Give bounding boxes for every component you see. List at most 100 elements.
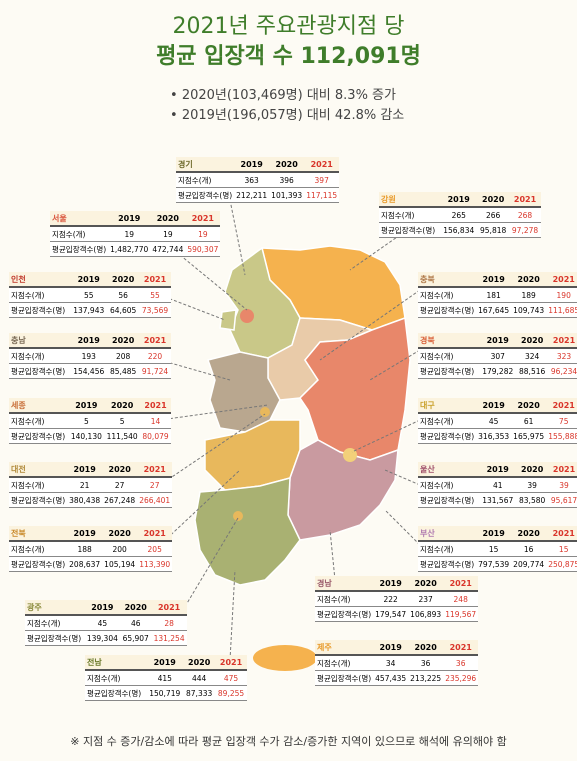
year: 2020 xyxy=(511,398,547,414)
year: 2020 xyxy=(477,192,510,208)
cell: 363 xyxy=(234,172,270,188)
year: 2019 xyxy=(479,462,517,478)
cell: 209,774 xyxy=(511,556,547,572)
header-row: 세종 2019 2020 2021 xyxy=(9,398,171,414)
cell: 55 xyxy=(70,287,108,303)
header-row: 충남 2019 2020 2021 xyxy=(9,333,171,349)
year: 2021 xyxy=(548,333,577,349)
cell: 19 xyxy=(150,226,186,242)
row-label: 평균입장객수(명) xyxy=(418,302,477,318)
year: 2021 xyxy=(546,526,577,542)
cell: 475 xyxy=(215,670,247,686)
cell: 106,893 xyxy=(408,606,444,622)
header-row: 강원 2019 2020 2021 xyxy=(379,192,541,208)
cell: 105,194 xyxy=(102,556,138,572)
data-row: 평균입장객수(명) 150,719 87,333 89,255 xyxy=(85,685,247,701)
cell: 34 xyxy=(373,655,409,671)
row-label: 지점수(개) xyxy=(176,172,235,188)
row-label: 지점수(개) xyxy=(9,541,68,557)
cell: 15 xyxy=(546,541,577,557)
cell: 14 xyxy=(140,413,171,429)
cell: 323 xyxy=(548,348,577,364)
header-row: 서울 2019 2020 2021 xyxy=(50,211,221,227)
cell: 19 xyxy=(108,226,151,242)
cell: 39 xyxy=(516,477,549,493)
region-table: 세종 2019 2020 2021 지점수(개) 5 5 14 평균입장객수(명) 140,130… xyxy=(9,398,171,444)
data-row: 지점수(개) 363 396 397 xyxy=(176,172,340,188)
bullet-text: 2020년(103,469명) 대비 8.3% 증가 xyxy=(181,88,396,103)
cell: 396 xyxy=(269,172,305,188)
cell: 444 xyxy=(183,670,216,686)
header-row: 경북 2019 2020 2021 xyxy=(418,333,577,349)
row-label: 지점수(개) xyxy=(379,207,441,223)
row-label: 지점수(개) xyxy=(418,287,477,303)
cell: 222 xyxy=(373,591,409,607)
cell: 266,401 xyxy=(137,492,173,508)
row-label: 평균입장객수(명) xyxy=(9,428,69,444)
cell: 189 xyxy=(511,287,547,303)
cell: 111,540 xyxy=(104,428,141,444)
year: 2019 xyxy=(108,211,151,227)
cell: 324 xyxy=(516,348,549,364)
region-table: 부산 2019 2020 2021 지점수(개) 15 16 15 평균입장객수(명) 797,5… xyxy=(418,526,577,572)
row-label: 평균입장객수(명) xyxy=(9,492,68,508)
cell: 267,248 xyxy=(102,492,138,508)
cell: 188 xyxy=(67,541,103,557)
cell: 27 xyxy=(102,477,138,493)
cell: 5 xyxy=(104,413,141,429)
bullet: • 2020년(103,469명) 대비 8.3% 증가 xyxy=(170,88,396,103)
header-row: 경기 2019 2020 2021 xyxy=(176,157,340,173)
cell: 268 xyxy=(509,207,541,223)
leader xyxy=(179,517,239,616)
year: 2020 xyxy=(107,333,140,349)
row-label: 지점수(개) xyxy=(9,348,71,364)
data-row: 평균입장객수(명) 212,211 101,393 117,115 xyxy=(176,187,340,203)
cell: 131,254 xyxy=(151,630,187,646)
year: 2021 xyxy=(140,398,171,414)
year: 2021 xyxy=(185,211,221,227)
cell: 85,485 xyxy=(107,363,140,379)
cell: 95,818 xyxy=(477,222,510,238)
data-row: 지점수(개) 45 61 75 xyxy=(418,413,577,429)
year: 2019 xyxy=(479,333,517,349)
year: 2021 xyxy=(151,600,187,616)
region-name: 전북 xyxy=(9,526,68,542)
data-row: 지점수(개) 307 324 323 xyxy=(418,348,577,364)
cell: 316,353 xyxy=(476,428,512,444)
leader xyxy=(159,359,231,381)
year: 2019 xyxy=(373,576,409,592)
row-label: 평균입장객수(명) xyxy=(176,187,235,203)
header-row: 광주 2019 2020 2021 xyxy=(25,600,187,616)
cell: 65,907 xyxy=(120,630,152,646)
header-row: 충북 2019 2020 2021 xyxy=(418,272,577,288)
cell: 46 xyxy=(120,615,152,631)
cell: 220 xyxy=(139,348,171,364)
jeonnam xyxy=(194,477,301,586)
cell: 5 xyxy=(68,413,105,429)
cell: 190 xyxy=(546,287,577,303)
year: 2020 xyxy=(102,526,138,542)
year: 2019 xyxy=(70,333,108,349)
row-label: 평균입장객수(명) xyxy=(418,428,477,444)
cell: 88,516 xyxy=(516,363,549,379)
data-row: 지점수(개) 21 27 27 xyxy=(9,477,173,493)
year: 2021 xyxy=(137,462,173,478)
cell: 95,617 xyxy=(548,492,577,508)
year: 2020 xyxy=(102,462,138,478)
header-row: 인천 2019 2020 2021 xyxy=(9,272,171,288)
leader xyxy=(351,419,421,453)
leader xyxy=(229,569,236,661)
data-row: 평균입장객수(명) 137,943 64,605 73,569 xyxy=(9,302,171,318)
cell: 797,539 xyxy=(476,556,512,572)
cell: 83,580 xyxy=(516,492,549,508)
cell: 193 xyxy=(70,348,108,364)
data-row: 평균입장객수(명) 1,482,770 472,744 590,307 xyxy=(50,241,221,257)
cell: 248 xyxy=(443,591,479,607)
region-name: 경기 xyxy=(176,157,235,173)
cell: 415 xyxy=(146,670,184,686)
cell: 45 xyxy=(84,615,121,631)
cell: 307 xyxy=(479,348,517,364)
header-row: 부산 2019 2020 2021 xyxy=(418,526,577,542)
cell: 119,567 xyxy=(443,606,479,622)
